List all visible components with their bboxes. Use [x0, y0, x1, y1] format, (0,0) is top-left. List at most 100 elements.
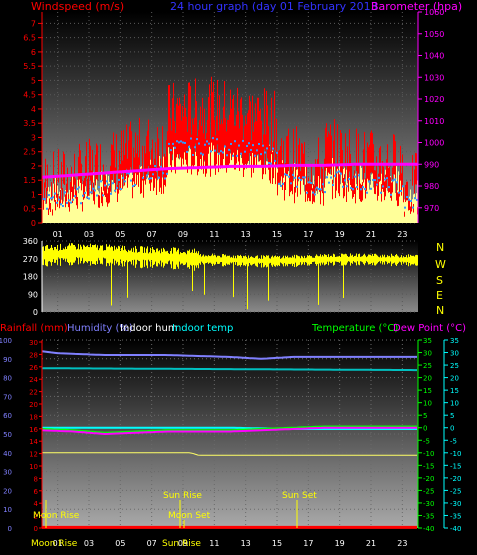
avg-point — [344, 179, 346, 182]
avg-point — [204, 143, 206, 146]
avg-point — [302, 176, 304, 179]
x-tick-label: 15 — [272, 539, 282, 548]
avg-point — [254, 154, 256, 157]
avg-point — [112, 182, 114, 185]
temp-tick-label: -5 — [423, 437, 430, 445]
temp-tick-label: -40 — [423, 525, 434, 533]
avg-point — [166, 172, 168, 175]
avg-point — [296, 185, 298, 188]
avg-point — [88, 197, 90, 200]
baro-tick-label: 1010 — [424, 117, 444, 126]
rain-tick-label: 0 — [34, 525, 38, 533]
avg-point — [356, 185, 358, 188]
avg-point — [212, 137, 214, 140]
avg-point — [84, 191, 86, 194]
avg-point — [114, 189, 116, 192]
wind-tick-label: 0 — [31, 219, 36, 228]
temp-tick-label: 30 — [423, 350, 432, 358]
avg-point — [224, 145, 226, 148]
series-line — [42, 426, 417, 430]
avg-point — [298, 176, 300, 179]
avg-point — [172, 142, 174, 145]
temp-tick-label: 0 — [423, 425, 427, 433]
avg-point — [396, 181, 398, 184]
baro-tick-label: 970 — [424, 204, 439, 213]
avg-point — [258, 142, 260, 145]
wind-tick-label: 5 — [31, 76, 36, 85]
avg-point — [246, 145, 248, 148]
avg-point — [310, 181, 312, 184]
x-tick-label: 11 — [209, 539, 219, 548]
avg-point — [264, 151, 266, 154]
temp-tick-label: -35 — [423, 512, 434, 520]
compass-label: W — [435, 258, 446, 271]
avg-point — [284, 173, 286, 176]
dewpoint-tick-label: -20 — [450, 475, 461, 483]
avg-point — [278, 182, 280, 185]
humidity-tick-label: 80 — [3, 375, 12, 383]
x-tick-label: 03 — [84, 230, 94, 239]
direction-tick-label: 360 — [23, 237, 38, 246]
avg-point — [216, 138, 218, 141]
x-tick-label: 13 — [241, 230, 251, 239]
wind-tick-label: 2 — [31, 162, 36, 171]
baro-tick-label: 1030 — [424, 73, 444, 82]
avg-point — [248, 142, 250, 145]
humidity-tick-label: 30 — [3, 469, 12, 477]
avg-point — [50, 197, 52, 200]
x-tick-label: 01 — [53, 539, 63, 548]
avg-point — [56, 201, 58, 204]
avg-point — [342, 185, 344, 188]
avg-point — [412, 206, 414, 209]
avg-point — [398, 191, 400, 194]
avg-point — [392, 179, 394, 182]
bottom-moon-rise-text: Moon Rise — [31, 539, 78, 549]
avg-point — [276, 151, 278, 154]
avg-point — [340, 172, 342, 175]
temp-tick-label: -25 — [423, 487, 434, 495]
avg-point — [328, 181, 330, 184]
series-line — [42, 452, 417, 456]
temp-tick-label: -10 — [423, 450, 434, 458]
avg-point — [48, 194, 50, 197]
avg-point — [244, 150, 246, 153]
avg-point — [94, 189, 96, 192]
avg-point — [128, 172, 130, 175]
rain-tick-label: 6 — [34, 488, 39, 496]
avg-point — [366, 191, 368, 194]
rain-tick-label: 24 — [29, 376, 38, 384]
avg-point — [360, 188, 362, 191]
avg-point — [100, 180, 102, 183]
avg-point — [106, 180, 108, 183]
avg-point — [148, 177, 150, 180]
series-line — [41, 350, 417, 360]
direction-axis-ticks: 0 90 180 270 360 — [23, 237, 43, 317]
avg-point — [382, 185, 384, 188]
avg-point — [330, 176, 332, 179]
x-tick-label: 23 — [397, 539, 407, 548]
avg-point — [312, 191, 314, 194]
compass-label: N — [436, 304, 444, 317]
series-line — [42, 367, 417, 372]
avg-point — [230, 142, 232, 145]
direction-tick-label: 180 — [23, 273, 38, 282]
avg-point — [176, 140, 178, 143]
humidity-tick-label: 20 — [3, 487, 12, 495]
temperature-label: Temperature (°C) — [311, 323, 398, 334]
avg-point — [196, 138, 198, 141]
avg-point — [208, 142, 210, 145]
avg-point — [408, 198, 410, 201]
humidity-tick-label: 60 — [3, 412, 12, 420]
avg-point — [250, 148, 252, 151]
rain-tick-label: 28 — [29, 351, 38, 359]
indoor-hum-label: Indoor hum — [120, 323, 178, 334]
avg-point — [380, 191, 382, 194]
avg-point — [416, 198, 418, 201]
avg-point — [120, 188, 122, 191]
wind-axis-ticks: 0 0.5 1 1.5 2 2.5 3 3.5 4 4.5 5 5.5 6 6.5 7 — [23, 12, 43, 228]
dewpoint-tick-label: -5 — [450, 437, 457, 445]
avg-point — [364, 188, 366, 191]
avg-point — [316, 186, 318, 189]
avg-point — [52, 196, 54, 199]
dewpoint-tick-label: 10 — [450, 400, 459, 408]
